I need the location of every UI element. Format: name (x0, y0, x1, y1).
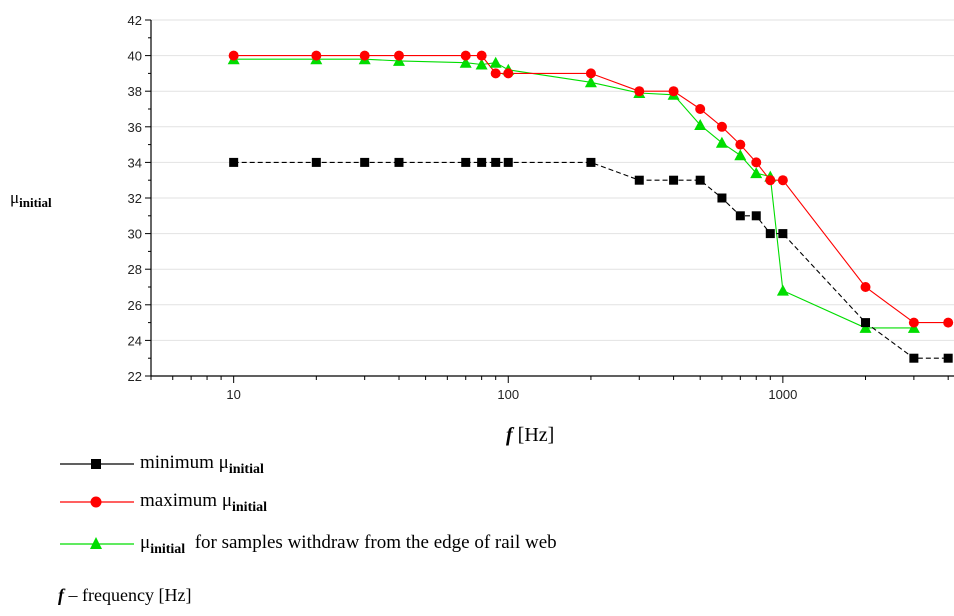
y-axis-label-sub: initial (19, 195, 52, 210)
data-point-square (394, 157, 404, 167)
data-point-circle (695, 104, 706, 114)
data-point-circle (777, 175, 788, 186)
y-axis-label: μinitial (10, 188, 52, 210)
x-axis-label-symbol: f (506, 424, 513, 446)
data-point-triangle (489, 56, 502, 68)
x-axis-label-unit: [Hz] (517, 424, 555, 446)
y-tick-label: 38 (128, 84, 142, 99)
data-point-square (586, 157, 596, 167)
data-point-square (491, 157, 501, 167)
data-point-triangle (859, 321, 872, 333)
data-point-square (909, 353, 919, 363)
data-point-square (229, 157, 239, 167)
footnote: f – frequency [Hz] (58, 585, 191, 606)
y-tick-label: 22 (128, 369, 142, 384)
series-line-square (233, 161, 949, 359)
footnote-symbol: f (58, 585, 64, 605)
data-point-triangle (475, 58, 488, 70)
data-point-circle (765, 175, 776, 186)
x-tick-label: 1000 (768, 387, 797, 402)
legend-label: minimum (140, 452, 219, 473)
data-point-square (717, 193, 727, 203)
y-tick-label: 28 (128, 262, 142, 277)
y-tick-labels: 22 24 26 28 30 32 34 36 38 40 42 (128, 13, 142, 384)
data-point-circle (668, 86, 679, 97)
data-point-circle (735, 139, 746, 150)
x-tick-label: 10 (226, 387, 240, 402)
data-point-circle (359, 50, 370, 61)
legend-marker-square (60, 459, 134, 469)
footnote-text: – frequency [Hz] (64, 585, 192, 605)
axes (145, 19, 954, 383)
data-point-square (669, 175, 679, 185)
data-point-triangle (734, 149, 747, 161)
legend-sub: initial (232, 500, 268, 515)
data-point-circle (460, 50, 471, 61)
y-axis-label-mu: μ (10, 188, 19, 207)
legend-sub: initial (228, 462, 264, 477)
data-point-square (311, 157, 321, 167)
legend-suffix: for samples withdraw from the edge of ra… (185, 532, 557, 553)
data-point-triangle (459, 56, 472, 68)
legend-mu: μ (221, 490, 232, 511)
data-point-circle (908, 317, 919, 328)
data-point-triangle (776, 284, 789, 296)
data-point-square (861, 318, 871, 328)
data-point-square (778, 229, 788, 239)
data-point-circle (585, 68, 596, 79)
data-point-circle (490, 68, 501, 79)
data-point-square (477, 157, 487, 167)
y-tick-label: 40 (128, 49, 142, 64)
series-line-circle (233, 55, 949, 324)
data-point-square (735, 211, 745, 221)
data-point-circle (716, 121, 727, 132)
legend-marker-triangle (60, 537, 134, 549)
x-tick-label: 100 (497, 387, 519, 402)
series-line-triangle (233, 58, 914, 329)
y-tick-label: 42 (128, 13, 142, 28)
legend-label: maximum (140, 490, 222, 511)
data-point-circle (943, 317, 954, 328)
data-point-circle (860, 282, 871, 292)
data-point-square (765, 229, 775, 239)
data-point-square (634, 175, 644, 185)
data-point-circle (393, 50, 404, 61)
x-tick-labels: 10 100 1000 (226, 387, 797, 402)
data-point-circle (503, 68, 514, 79)
legend-mu: μ (140, 532, 151, 553)
series-group (227, 50, 954, 363)
data-point-square (695, 175, 705, 185)
legend-sub: initial (150, 542, 186, 557)
y-tick-label: 32 (128, 191, 142, 206)
legend-marker-circle (60, 496, 134, 508)
data-point-square (360, 157, 370, 167)
y-tick-label: 30 (128, 227, 142, 242)
data-point-triangle (715, 136, 728, 148)
data-point-triangle (584, 76, 597, 88)
data-point-circle (311, 50, 322, 61)
data-point-square (751, 211, 761, 221)
data-point-circle (751, 157, 762, 168)
x-axis-label: f [Hz] (506, 424, 554, 447)
data-point-triangle (694, 119, 707, 130)
data-point-circle (634, 86, 645, 97)
y-tick-label: 24 (128, 333, 142, 348)
y-tick-label: 36 (128, 120, 142, 135)
data-point-square (503, 157, 513, 167)
data-point-circle (476, 50, 487, 61)
data-point-square (461, 157, 471, 167)
y-gridlines (151, 19, 954, 341)
legend-mu: μ (218, 452, 229, 473)
data-point-square (943, 353, 953, 363)
data-point-triangle (750, 167, 763, 179)
y-tick-label: 34 (128, 155, 142, 170)
y-tick-label: 26 (128, 298, 142, 313)
data-point-circle (228, 50, 239, 61)
